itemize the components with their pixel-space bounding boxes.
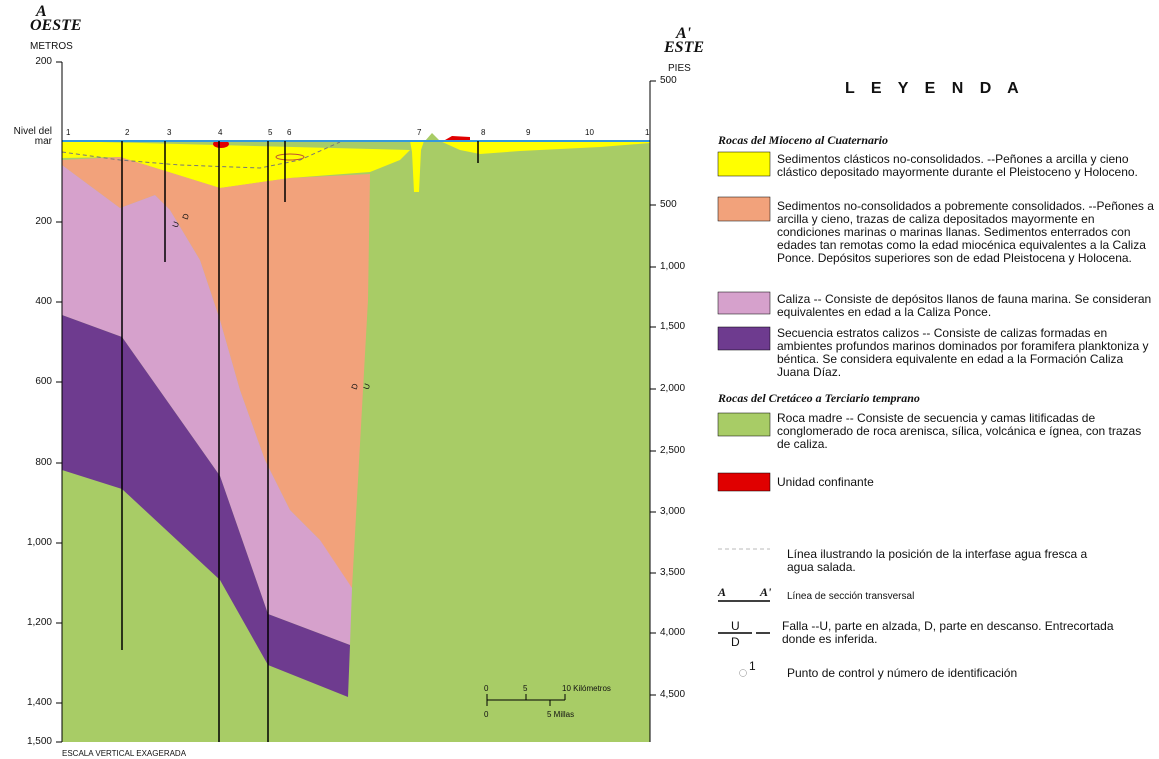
control-point-label: 1 — [645, 128, 649, 137]
left-tick-label: 1,200 — [10, 618, 52, 628]
control-point-label: 4 — [218, 128, 222, 137]
scale-label: 0 — [484, 684, 488, 693]
scale-label: 10 Kilómetros — [562, 684, 652, 693]
legend-symbol: D — [731, 636, 740, 649]
legend-symbol: A' — [760, 586, 771, 599]
right-tick-label: 500 — [660, 200, 700, 210]
page: AOESTEMETROSA'ESTEPIES200Nivel del mar20… — [0, 0, 1159, 759]
control-point-label: 6 — [287, 128, 291, 137]
east-label: ESTE — [664, 40, 704, 56]
left-tick-label: 1,000 — [10, 538, 52, 548]
right-tick-label: 3,000 — [660, 507, 700, 517]
left-tick-label: 1,500 — [10, 737, 52, 747]
right-tick-label: 1,500 — [660, 322, 700, 332]
control-point-label: 8 — [481, 128, 485, 137]
confining-unit — [445, 136, 470, 140]
control-point-label: 1 — [66, 128, 70, 137]
legend-symbol: U — [731, 620, 740, 633]
legend-text: Caliza -- Consiste de depósitos llanos d… — [777, 293, 1157, 319]
left-tick-label: 200 — [10, 217, 52, 227]
legend-text: Punto de control y número de identificac… — [787, 667, 1117, 680]
right-tick-label: 1,000 — [660, 262, 700, 272]
legend-text: Roca madre -- Consiste de secuencia y ca… — [777, 412, 1157, 451]
legend-symbol: A — [718, 586, 726, 599]
scale-label: 5 — [523, 684, 527, 693]
left-tick-label: 400 — [10, 297, 52, 307]
control-point-label: 9 — [526, 128, 530, 137]
legend-title: L E Y E N D A — [845, 82, 1045, 95]
bedrock-mound — [425, 133, 440, 141]
right-tick-label: 500 — [660, 76, 700, 86]
legend-symbol: 1 — [749, 660, 756, 673]
left-tick-label: 1,400 — [10, 698, 52, 708]
control-point-label: 2 — [125, 128, 129, 137]
left-tick-label: 200 — [10, 57, 52, 67]
left-tick-label: 600 — [10, 377, 52, 387]
right-tick-label: 4,500 — [660, 690, 700, 700]
legend-text: Línea de sección transversal — [787, 592, 1087, 602]
scale-label: 5 Millas — [547, 710, 607, 719]
control-point-label: 5 — [268, 128, 272, 137]
right-tick-label: 3,500 — [660, 568, 700, 578]
right-unit: PIES — [668, 64, 691, 74]
west-label: OESTE — [30, 18, 82, 34]
legend-group-title: Rocas del Cretáceo a Terciario temprano — [718, 392, 1018, 405]
legend-group-title: Rocas del Mioceno al Cuaternario — [718, 134, 1018, 147]
legend-text: Unidad confinante — [777, 476, 1077, 489]
left-unit: METROS — [30, 42, 73, 52]
control-point-label: 10 — [585, 128, 594, 137]
right-tick-label: 4,000 — [660, 628, 700, 638]
legend-text: Línea ilustrando la posición de la inter… — [787, 548, 1117, 574]
left-tick-label: 800 — [10, 458, 52, 468]
legend-text: Falla --U, parte en alzada, D, parte en … — [782, 620, 1142, 646]
control-point-label: 3 — [167, 128, 171, 137]
right-tick-label: 2,500 — [660, 446, 700, 456]
left-tick-label: Nivel del mar — [10, 127, 52, 147]
control-point-label: 7 — [417, 128, 421, 137]
footer-note: ESCALA VERTICAL EXAGERADA — [62, 749, 362, 758]
legend-text: Sedimentos no-consolidados a pobremente … — [777, 200, 1157, 265]
legend-text: Sedimentos clásticos no-consolidados. --… — [777, 153, 1157, 179]
legend-text: Secuencia estratos calizos -- Consiste d… — [777, 327, 1157, 379]
scale-label: 0 — [484, 710, 488, 719]
right-tick-label: 2,000 — [660, 384, 700, 394]
